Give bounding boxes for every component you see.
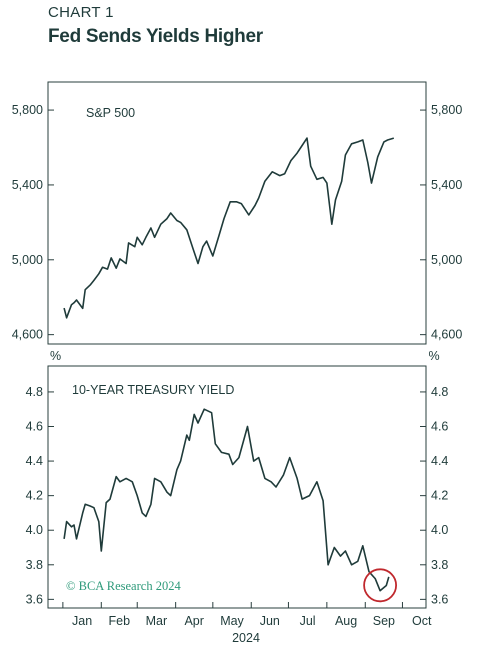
treasury-tick-label-right: 3.6: [431, 592, 448, 606]
treasury-label: 10-YEAR TREASURY YIELD: [72, 383, 234, 397]
x-axis-month-label: Feb: [109, 614, 131, 628]
x-axis-month-label: Jan: [72, 614, 92, 628]
sp500-tick-label-left: 4,600: [12, 328, 43, 342]
treasury-tick-label-right: 4.2: [431, 489, 448, 503]
treasury-tick-label-left: 3.6: [26, 592, 43, 606]
treasury-tick-label-left: 4.2: [26, 489, 43, 503]
treasury-tick-label-right: 4.6: [431, 420, 448, 434]
x-axis-month-label: Mar: [146, 614, 168, 628]
treasury-tick-label-right: 4.4: [431, 454, 448, 468]
treasury-tick-label-left: 3.8: [26, 558, 43, 572]
treasury-tick-label-left: 4.4: [26, 454, 43, 468]
left-unit-label: %: [50, 349, 61, 363]
x-axis-month-label: Oct: [412, 614, 432, 628]
sp500-tick-label-left: 5,000: [12, 253, 43, 267]
sp500-tick-label-right: 5,400: [431, 178, 462, 192]
sp500-tick-label-right: 4,600: [431, 328, 462, 342]
sp500-tick-label-left: 5,400: [12, 178, 43, 192]
treasury-frame: [47, 365, 427, 609]
x-axis-month-label: Jun: [260, 614, 280, 628]
treasury-tick-label-right: 3.8: [431, 558, 448, 572]
x-axis: Jan Feb Mar Apr May Jun Jul Aug Sep Oct: [62, 602, 432, 628]
treasury-tick-label-right: 4.8: [431, 385, 448, 399]
sp500-tick-label-right: 5,800: [431, 103, 462, 117]
highlight-circle: [363, 568, 398, 603]
sp500-tick-label-left: 5,800: [12, 103, 43, 117]
treasury-tick-label-left: 4.0: [26, 523, 43, 537]
treasury-tick-label-left: 4.8: [26, 385, 43, 399]
watermark: © BCA Research 2024: [66, 579, 181, 593]
chart-title: Fed Sends Yields Higher: [48, 26, 263, 47]
x-axis-month-label: May: [220, 614, 244, 628]
sp500-tick-label-right: 5,000: [431, 253, 462, 267]
treasury-yield-line: [63, 408, 390, 592]
x-axis-month-label: Sep: [373, 614, 395, 628]
x-axis-month-label: Apr: [184, 614, 203, 628]
sp500-label: S&P 500: [86, 106, 135, 120]
sp500-panel: S&P 500 4,600 4,600 5,000 5,000 5,400 5,400 5,…: [12, 81, 462, 345]
right-unit-label: %: [428, 349, 439, 363]
chart-kicker: CHART 1: [48, 4, 114, 21]
x-axis-month-label: Jul: [300, 614, 316, 628]
sp500-line: [63, 137, 395, 319]
x-axis-month-label: Aug: [335, 614, 357, 628]
treasury-panel: 10-YEAR TREASURY YIELD 3.6 3.6 3.8 3.8 4.0 4.…: [26, 365, 448, 609]
treasury-tick-label-left: 4.6: [26, 420, 43, 434]
sp500-frame: [47, 81, 427, 345]
x-axis-year: 2024: [232, 631, 260, 645]
treasury-tick-label-right: 4.0: [431, 523, 448, 537]
